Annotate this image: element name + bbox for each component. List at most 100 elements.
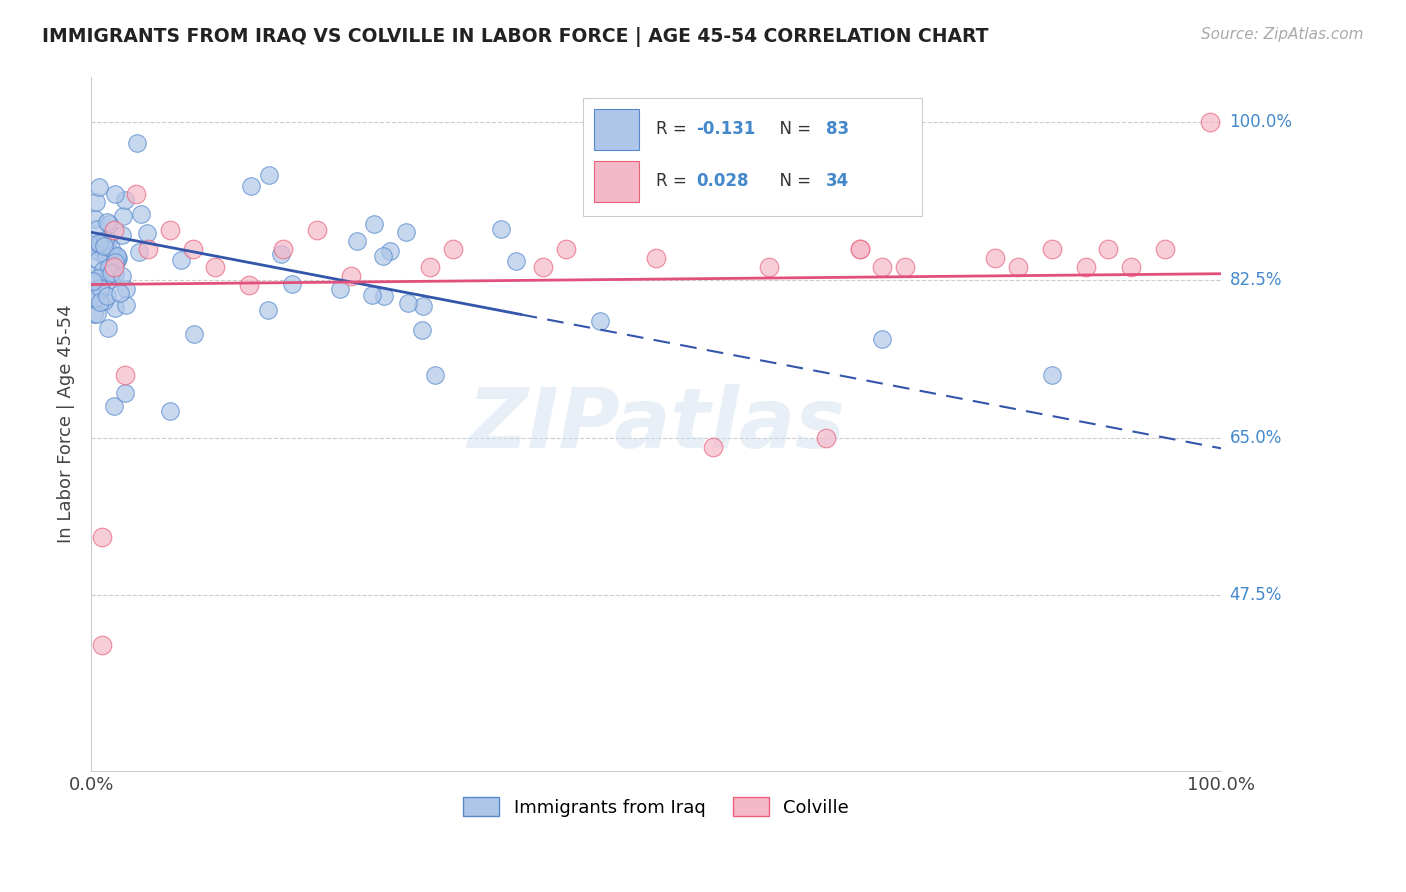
Legend: Immigrants from Iraq, Colville: Immigrants from Iraq, Colville — [456, 790, 856, 824]
Point — [894, 260, 917, 274]
Point — [361, 288, 384, 302]
Text: 47.5%: 47.5% — [1230, 586, 1282, 604]
Point — [340, 268, 363, 283]
Text: 0.028: 0.028 — [696, 172, 748, 190]
Point — [1074, 260, 1097, 274]
Point — [159, 403, 181, 417]
Point — [97, 233, 120, 247]
Point — [111, 268, 134, 283]
Point — [103, 260, 125, 274]
Point — [83, 307, 105, 321]
Point — [104, 255, 127, 269]
Point — [115, 298, 138, 312]
Point — [104, 267, 127, 281]
Point — [281, 277, 304, 291]
Point — [89, 295, 111, 310]
Point — [491, 221, 513, 235]
Text: 34: 34 — [825, 172, 849, 190]
Point — [87, 236, 110, 251]
Point — [125, 136, 148, 151]
Point — [1040, 368, 1063, 382]
Point — [96, 249, 118, 263]
Point — [105, 253, 128, 268]
Point — [87, 270, 110, 285]
Point — [257, 302, 280, 317]
Point — [271, 242, 294, 256]
Point — [89, 281, 111, 295]
Point — [984, 251, 1007, 265]
Point — [114, 368, 136, 382]
Point — [419, 260, 441, 274]
Point — [363, 217, 385, 231]
Text: Source: ZipAtlas.com: Source: ZipAtlas.com — [1201, 27, 1364, 42]
Text: 65.0%: 65.0% — [1230, 428, 1282, 447]
Point — [1153, 242, 1175, 256]
Point — [114, 385, 136, 400]
Text: IMMIGRANTS FROM IRAQ VS COLVILLE IN LABOR FORCE | AGE 45-54 CORRELATION CHART: IMMIGRANTS FROM IRAQ VS COLVILLE IN LABO… — [42, 27, 988, 46]
Point — [111, 209, 134, 223]
Point — [329, 282, 352, 296]
Point — [89, 180, 111, 194]
Point — [98, 260, 121, 275]
Point — [159, 223, 181, 237]
Point — [100, 241, 122, 255]
Point — [531, 260, 554, 274]
Point — [108, 285, 131, 300]
Point — [83, 291, 105, 305]
Point — [589, 313, 612, 327]
Point — [1199, 115, 1222, 129]
Text: 83: 83 — [825, 120, 849, 138]
Point — [100, 266, 122, 280]
Point — [505, 253, 527, 268]
Point — [181, 242, 204, 256]
Point — [125, 187, 148, 202]
Point — [97, 321, 120, 335]
Point — [104, 187, 127, 202]
Point — [84, 195, 107, 210]
Point — [870, 332, 893, 346]
Point — [86, 221, 108, 235]
Point — [395, 225, 418, 239]
Point — [103, 301, 125, 315]
Point — [82, 288, 104, 302]
Point — [98, 262, 121, 277]
Point — [101, 265, 124, 279]
Point — [131, 206, 153, 220]
Point — [848, 242, 870, 256]
Point — [441, 242, 464, 256]
Point — [91, 638, 114, 652]
Point — [238, 277, 260, 292]
Point — [136, 242, 159, 256]
Point — [111, 227, 134, 242]
Point — [89, 238, 111, 252]
Point — [96, 289, 118, 303]
Point — [103, 223, 125, 237]
Point — [645, 251, 668, 265]
Point — [115, 282, 138, 296]
Point — [114, 193, 136, 207]
Point — [87, 253, 110, 268]
Point — [107, 251, 129, 265]
Point — [371, 250, 394, 264]
Point — [91, 530, 114, 544]
Point — [814, 431, 837, 445]
Point — [91, 262, 114, 277]
Point — [86, 307, 108, 321]
Point — [128, 245, 150, 260]
Text: R =: R = — [657, 120, 692, 138]
FancyBboxPatch shape — [595, 109, 640, 150]
Point — [373, 289, 395, 303]
FancyBboxPatch shape — [595, 161, 640, 202]
Point — [378, 244, 401, 258]
Point — [183, 326, 205, 341]
Point — [93, 233, 115, 247]
Point — [239, 178, 262, 193]
Point — [702, 440, 724, 454]
Text: N =: N = — [769, 172, 817, 190]
Text: N =: N = — [769, 120, 817, 138]
Point — [103, 248, 125, 262]
Point — [307, 223, 329, 237]
Point — [848, 242, 870, 256]
Text: 82.5%: 82.5% — [1230, 271, 1282, 289]
Text: R =: R = — [657, 172, 692, 190]
